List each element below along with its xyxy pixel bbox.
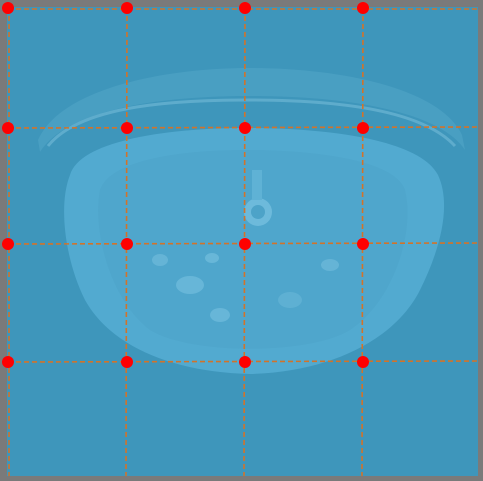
control-point: [357, 122, 369, 134]
control-point: [239, 2, 251, 14]
bowel: [210, 308, 230, 322]
bowel: [152, 254, 168, 266]
control-point: [357, 238, 369, 250]
scanner-table: [38, 68, 465, 152]
spinous-process: [252, 170, 262, 200]
control-point: [121, 238, 133, 250]
bowel: [176, 276, 204, 294]
bowel: [205, 253, 219, 263]
control-point: [121, 122, 133, 134]
control-point: [239, 122, 251, 134]
control-point: [2, 238, 14, 250]
control-point: [239, 356, 251, 368]
abdomen: [98, 150, 408, 349]
control-point: [121, 2, 133, 14]
control-point: [357, 356, 369, 368]
bowel: [321, 259, 339, 271]
control-point: [2, 356, 14, 368]
control-points: [2, 2, 369, 368]
spinal-canal: [251, 205, 265, 219]
control-point: [239, 238, 251, 250]
control-point: [2, 2, 14, 14]
control-point: [357, 2, 369, 14]
control-point: [2, 122, 14, 134]
table-edge: [46, 98, 457, 148]
bowel: [278, 292, 302, 308]
control-point: [121, 356, 133, 368]
